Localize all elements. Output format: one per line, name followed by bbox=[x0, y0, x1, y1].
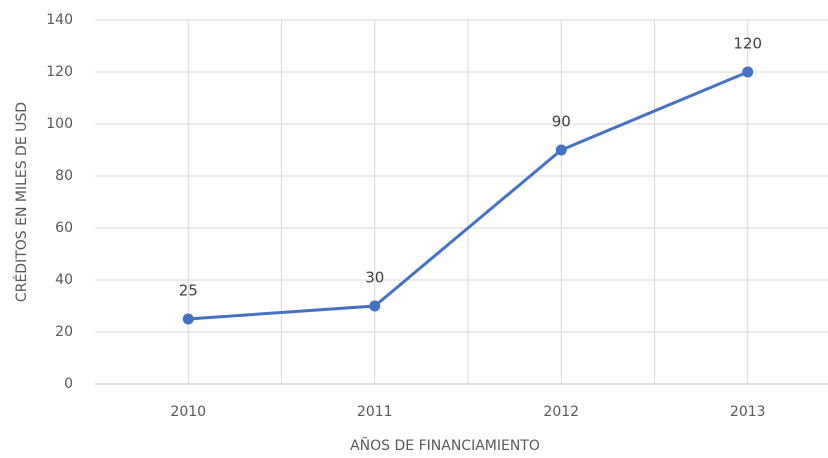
data-point bbox=[742, 66, 754, 78]
y-tick-label: 120 bbox=[46, 64, 73, 80]
y-tick-label: 40 bbox=[55, 272, 73, 288]
y-tick-label: 140 bbox=[46, 12, 73, 28]
x-axis-label: AÑOS DE FINANCIAMIENTO bbox=[350, 437, 540, 454]
y-tick-label: 0 bbox=[64, 376, 73, 392]
y-tick-label: 100 bbox=[46, 116, 73, 132]
y-tick-label: 60 bbox=[55, 220, 73, 236]
data-point bbox=[555, 144, 567, 156]
x-tick-label: 2010 bbox=[170, 404, 206, 420]
data-label: 30 bbox=[365, 269, 384, 287]
data-point bbox=[182, 313, 194, 325]
data-label: 120 bbox=[733, 35, 762, 53]
series-line bbox=[188, 70, 749, 321]
y-tick-label: 20 bbox=[55, 324, 73, 340]
data-label: 90 bbox=[552, 113, 571, 131]
y-axis-label: CRÉDITOS EN MILES DE USD bbox=[13, 102, 30, 302]
x-tick-label: 2011 bbox=[357, 404, 393, 420]
x-tick-label: 2013 bbox=[730, 404, 766, 420]
data-label: 25 bbox=[179, 282, 198, 300]
x-tick-label: 2012 bbox=[543, 404, 579, 420]
data-point bbox=[369, 300, 381, 312]
y-tick-label: 80 bbox=[55, 168, 73, 184]
